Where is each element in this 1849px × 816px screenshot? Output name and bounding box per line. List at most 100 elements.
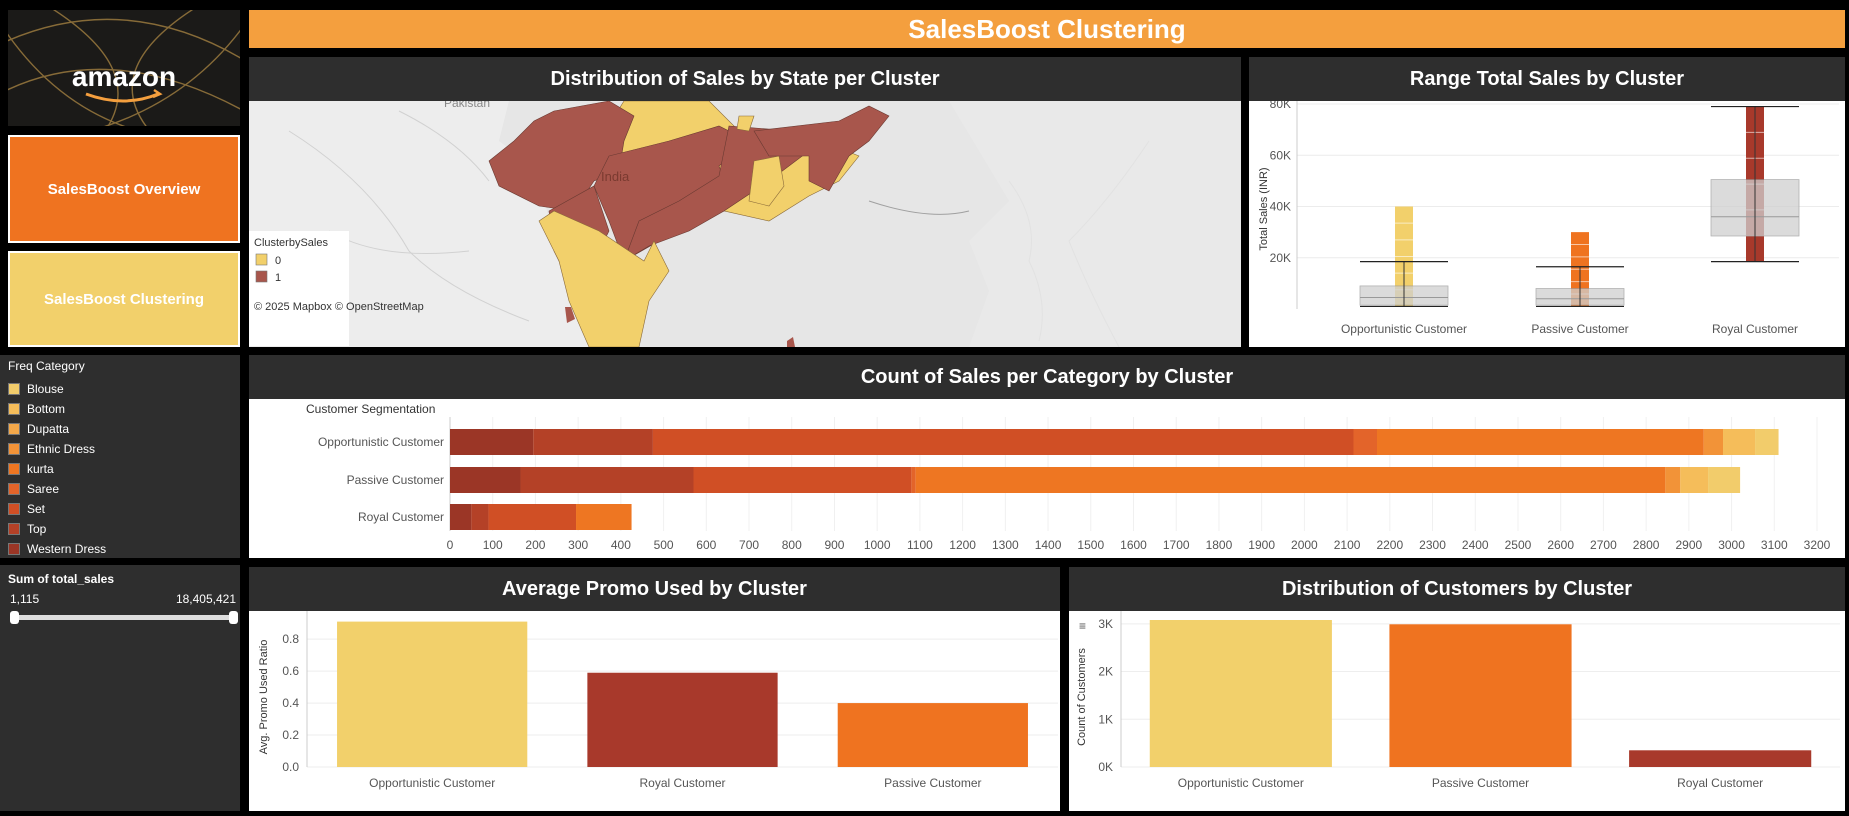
stack-xtick-label: 1400 — [1035, 538, 1062, 552]
stack-bar-segment — [488, 504, 577, 530]
freq-legend-item[interactable]: Western Dress — [8, 539, 240, 559]
vbar-bar — [1389, 624, 1572, 767]
vbar-ylabel: Count of Customers — [1076, 648, 1088, 746]
freq-legend-item[interactable]: Dupatta — [8, 419, 240, 439]
stack-xtick-label: 800 — [782, 538, 802, 552]
stacked-panel: Count of Sales per Category by Cluster 0… — [249, 355, 1845, 558]
stack-xtick-label: 3200 — [1804, 538, 1831, 552]
vbar-category-label: Passive Customer — [1432, 776, 1529, 790]
freq-legend-swatch — [8, 443, 20, 455]
logo-smile-icon — [85, 92, 159, 103]
map-panel-title: Distribution of Sales by State per Clust… — [249, 57, 1241, 101]
stack-xtick-label: 2300 — [1419, 538, 1446, 552]
stack-xtick-label: 500 — [654, 538, 674, 552]
box-plot[interactable]: 20K 40K 60K 80K Total Sales (INR) Opportunist… — [1249, 101, 1845, 347]
box-category-label: Royal Customer — [1712, 322, 1798, 336]
customers-bar-chart[interactable]: 0K 1K 2K 3K Count of Customers Opportunistic … — [1069, 611, 1845, 811]
freq-legend-label: Saree — [27, 482, 60, 496]
freq-legend-item[interactable]: Bottom — [8, 399, 240, 419]
stack-xtick-label: 1600 — [1120, 538, 1147, 552]
vbar-category-label: Royal Customer — [1677, 776, 1763, 790]
filter-slider-min-handle[interactable] — [10, 611, 19, 624]
stacked-bar-chart[interactable]: 0 100 200 300 400 500 600 700 800 900 1000 1100 1200… — [249, 399, 1845, 558]
freq-legend-item[interactable]: Blouse — [8, 379, 240, 399]
vbar-ytick-label: 2K — [1098, 665, 1113, 679]
map-legend-swatch-0 — [255, 253, 268, 266]
box-ytick-label: 60K — [1270, 148, 1291, 162]
freq-legend-item[interactable]: Saree — [8, 479, 240, 499]
map-canvas[interactable]: Pakistan India ClusterbySales 0 1 © 2025… — [249, 101, 1241, 347]
box-ylabel: Total Sales (INR) — [1258, 167, 1270, 250]
stack-xtick-label: 1700 — [1163, 538, 1190, 552]
stack-bar-segment — [1708, 467, 1741, 493]
freq-legend-label: Bottom — [27, 402, 66, 416]
stack-xtick-label: 1200 — [949, 538, 976, 552]
vbar-bar — [1629, 750, 1812, 767]
stack-xtick-label: 2600 — [1547, 538, 1574, 552]
stack-xtick-label: 2700 — [1590, 538, 1617, 552]
map-label-pakistan: Pakistan — [444, 101, 490, 110]
vbar-bar — [837, 703, 1028, 767]
stack-xtick-label: 600 — [696, 538, 716, 552]
promo-panel-title: Average Promo Used by Cluster — [249, 567, 1060, 611]
freq-legend-swatch — [8, 423, 20, 435]
stack-bar-segment — [471, 504, 489, 530]
freq-legend-label: Blouse — [27, 382, 64, 396]
vbar-ytick-label: 0.0 — [282, 760, 299, 774]
freq-legend-item[interactable]: Set — [8, 499, 240, 519]
logo-graphic: amazon — [8, 10, 240, 126]
map-attribution: © 2025 Mapbox © OpenStreetMap — [254, 301, 424, 313]
map-legend-title: ClusterbySales — [254, 237, 328, 249]
stack-xtick-label: 2800 — [1633, 538, 1660, 552]
stack-bar-segment — [450, 467, 521, 493]
freq-legend-label: kurta — [27, 462, 54, 476]
stack-bar-segment — [1755, 429, 1779, 455]
freq-legend-swatch — [8, 463, 20, 475]
vbar-ytick-label: 0.2 — [282, 728, 299, 742]
stack-xtick-label: 1500 — [1077, 538, 1104, 552]
stack-bar-segment — [1665, 467, 1681, 493]
customers-panel-title: Distribution of Customers by Cluster — [1069, 567, 1845, 611]
map-state-cluster1[interactable] — [753, 105, 890, 192]
stack-bar-segment — [915, 467, 1666, 493]
vbar-bar — [337, 621, 528, 767]
freq-category-legend: Freq Category Blouse Bottom Dupatta Ethnic … — [0, 355, 240, 558]
box-panel: Range Total Sales by Cluster 20K 40K 60K 80… — [1249, 57, 1845, 347]
freq-legend-title: Freq Category — [8, 359, 85, 373]
freq-legend-item[interactable]: Top — [8, 519, 240, 539]
stack-xtick-label: 100 — [483, 538, 503, 552]
nav-clustering-button[interactable]: SalesBoost Clustering — [8, 251, 240, 347]
sort-icon[interactable]: ≡ — [1079, 619, 1087, 633]
stack-category-label: Opportunistic Customer — [318, 435, 444, 449]
vbar-ytick-label: 0.6 — [282, 664, 299, 678]
vbar-ytick-label: 1K — [1098, 712, 1113, 726]
map-state-cluster0[interactable] — [538, 210, 670, 347]
sales-filter: Sum of total_sales 1,115 18,405,421 — [0, 565, 240, 811]
stack-bar-segment — [450, 504, 472, 530]
freq-legend-item[interactable]: Ethnic Dress — [8, 439, 240, 459]
customers-panel: Distribution of Customers by Cluster 0K 1… — [1069, 567, 1845, 811]
freq-legend-item[interactable]: kurta — [8, 459, 240, 479]
map-legend-label-0: 0 — [275, 255, 281, 267]
map-state-cluster0[interactable] — [748, 155, 785, 207]
promo-bar-chart[interactable]: 0.0 0.2 0.4 0.6 0.8 Avg. Promo Used Ratio Oppo… — [249, 611, 1060, 811]
stack-xtick-label: 700 — [739, 538, 759, 552]
amazon-logo: amazon — [8, 10, 240, 126]
stack-category-label: Passive Customer — [347, 473, 444, 487]
stack-row-header: Customer Segmentation — [306, 402, 435, 416]
stack-bar-segment — [576, 504, 632, 530]
box-ytick-label: 40K — [1270, 200, 1291, 214]
stack-bar-segment — [1376, 429, 1704, 455]
stack-xtick-label: 1900 — [1248, 538, 1275, 552]
freq-legend-label: Ethnic Dress — [27, 442, 96, 456]
freq-legend-swatch — [8, 483, 20, 495]
freq-legend-label: Set — [27, 502, 46, 516]
freq-legend-swatch — [8, 523, 20, 535]
nav-overview-button[interactable]: SalesBoost Overview — [8, 135, 240, 243]
vbar-category-label: Royal Customer — [639, 776, 725, 790]
filter-slider-track[interactable] — [14, 615, 234, 620]
filter-slider-max-handle[interactable] — [229, 611, 238, 624]
stack-xtick-label: 2900 — [1675, 538, 1702, 552]
stack-bar-segment — [911, 467, 916, 493]
map-legend-swatch-1 — [255, 270, 268, 283]
